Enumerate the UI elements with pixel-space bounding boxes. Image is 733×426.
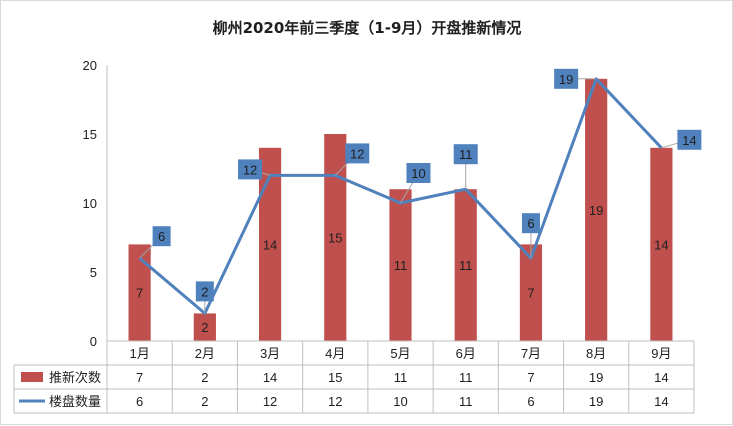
- bar-value-label: 7: [527, 286, 534, 301]
- bar-value-label: 2: [201, 320, 208, 335]
- line-value-label: 6: [158, 229, 165, 244]
- bar: [454, 189, 477, 341]
- bar: [324, 134, 347, 341]
- table-cell: 6: [527, 394, 534, 409]
- line-value-label: 14: [682, 133, 696, 148]
- line-value-box: [406, 163, 431, 183]
- table-cell: 2: [201, 394, 208, 409]
- x-tick-label: 7月: [521, 346, 541, 361]
- x-tick-label: 9月: [651, 346, 671, 361]
- table-cell: 11: [459, 370, 473, 385]
- table-cell: 12: [328, 394, 342, 409]
- x-tick-label: 8月: [586, 346, 606, 361]
- line-value-label: 6: [527, 216, 534, 231]
- x-tick-label: 5月: [390, 346, 410, 361]
- y-tick-label: 5: [90, 265, 97, 280]
- bar: [585, 78, 608, 342]
- table-cell: 14: [654, 394, 668, 409]
- table-cell: 6: [136, 394, 143, 409]
- x-tick-label: 3月: [260, 346, 280, 361]
- bar: [650, 147, 673, 341]
- table-cell: 11: [459, 394, 473, 409]
- data-labels-group: 7 2 14 15 11 11 7 19 14 6 2 12 12 10 11 6 19 14: [136, 68, 702, 335]
- bar-value-label: 14: [263, 237, 277, 252]
- line-value-box: [677, 129, 702, 150]
- bar-value-label: 11: [459, 258, 473, 273]
- x-tick-label: 2月: [195, 346, 215, 361]
- table-cell: 14: [654, 370, 668, 385]
- table-cell: 15: [328, 370, 342, 385]
- y-tick-label: 0: [90, 334, 97, 349]
- table-cell: 7: [527, 370, 534, 385]
- x-tick-label: 4月: [325, 346, 345, 361]
- chart-title: 柳州2020年前三季度（1-9月）开盘推新情况: [213, 19, 522, 37]
- series-name-label: 楼盘数量: [49, 394, 101, 409]
- line-value-label: 11: [459, 147, 473, 162]
- line-value-box: [521, 213, 540, 234]
- bar: [519, 244, 543, 341]
- x-tick-label: 1月: [129, 346, 149, 361]
- line-value-box: [238, 159, 263, 180]
- bars-group: [128, 78, 673, 342]
- bar: [128, 244, 151, 341]
- bar: [389, 189, 412, 341]
- y-tick-label: 10: [83, 196, 97, 211]
- table-cell: 7: [136, 370, 143, 385]
- line-value-label: 12: [243, 162, 257, 177]
- bar: [193, 313, 216, 341]
- series-name-label: 推新次数: [49, 370, 101, 385]
- line-value-label: 2: [201, 284, 208, 299]
- table-cell: 19: [589, 370, 603, 385]
- bar: [258, 147, 282, 341]
- axes-group: 0 5 10 15 20: [83, 58, 108, 349]
- bar-value-label: 19: [589, 203, 603, 218]
- table-cell: 19: [589, 394, 603, 409]
- table-cell: 12: [263, 394, 277, 409]
- line-value-label: 12: [350, 146, 364, 161]
- table-cell: 10: [393, 394, 407, 409]
- legend-key-bar: [21, 372, 43, 382]
- line-value-box: [345, 143, 370, 164]
- x-tick-label: 6月: [456, 346, 476, 361]
- line-value-label: 19: [559, 72, 573, 87]
- bar-value-label: 7: [136, 286, 143, 301]
- bar-value-label: 15: [328, 231, 342, 246]
- bar-value-label: 14: [654, 237, 668, 252]
- line-value-box: [152, 226, 171, 247]
- y-tick-label: 15: [83, 127, 97, 142]
- bar-value-label: 11: [394, 258, 408, 273]
- y-tick-label: 20: [83, 58, 97, 73]
- table-cell: 14: [263, 370, 277, 385]
- line-value-box: [195, 281, 214, 302]
- table-cell: 2: [201, 370, 208, 385]
- line-value-box: [554, 68, 579, 89]
- line-value-box: [453, 144, 478, 165]
- line-value-label: 10: [411, 166, 425, 181]
- table-cell: 11: [394, 370, 408, 385]
